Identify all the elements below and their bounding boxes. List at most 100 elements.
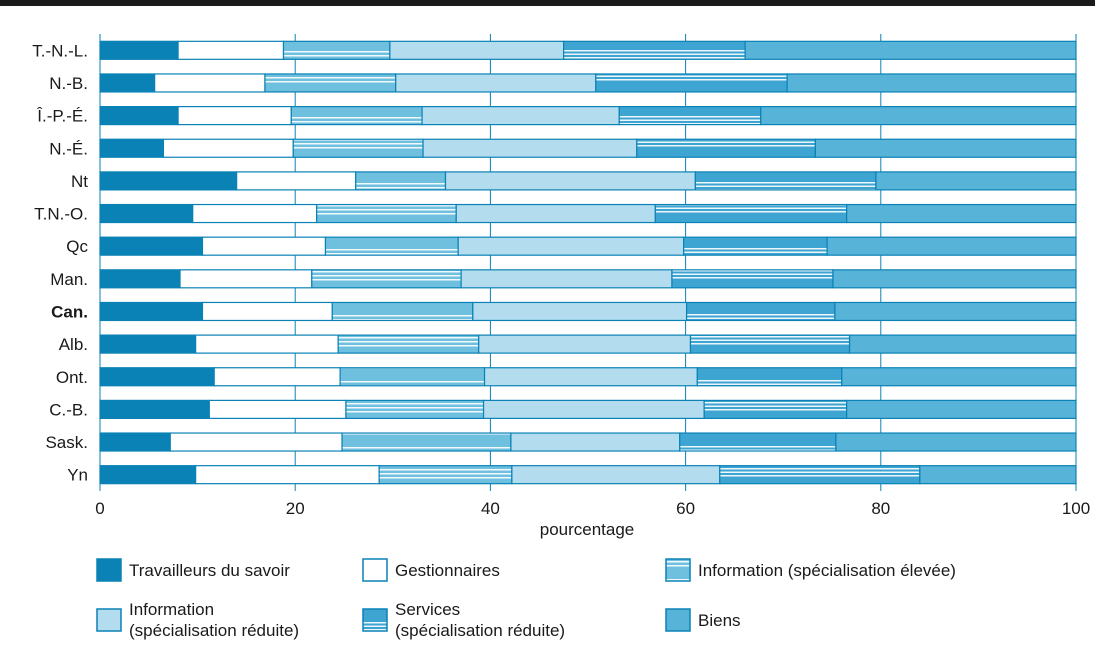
legend-swatch (96, 558, 122, 582)
category-label: Qc (66, 237, 88, 256)
bar-segment (671, 269, 834, 289)
bar-segment (389, 40, 565, 60)
bar-segment (99, 203, 194, 224)
x-tick-label: 100 (1062, 499, 1090, 518)
bar-segment (694, 171, 877, 191)
bar-segment (99, 138, 165, 158)
bar-segment (339, 367, 486, 387)
x-tick-label: 60 (676, 499, 695, 518)
legend-label: Information (129, 600, 214, 619)
legend-label: Biens (698, 611, 741, 630)
category-label: C.-B. (49, 400, 88, 419)
bar-segment (460, 269, 673, 289)
bar-segment (703, 399, 848, 419)
bar-segment (478, 334, 692, 354)
bar-segment (169, 432, 343, 452)
category-label: Sask. (45, 433, 88, 452)
legend-label: Information (spécialisation élevée) (698, 561, 956, 580)
bar-segment (208, 399, 347, 419)
legend: Travailleurs du savoir Gestionnaires Infor… (96, 558, 956, 640)
legend-swatch (665, 558, 691, 582)
category-label: Can. (51, 302, 88, 321)
bar-segment (875, 171, 1077, 191)
bar-segment (683, 236, 828, 256)
category-label: Ont. (56, 368, 88, 387)
bar-segment (99, 269, 181, 289)
bar-segment (192, 203, 318, 224)
bar-segment (324, 236, 459, 256)
legend-label: (spécialisation réduite) (129, 621, 299, 640)
legend-swatch (96, 608, 122, 632)
bar-segment (841, 367, 1077, 387)
x-tick-labels: 0 20 40 60 80 100 (95, 499, 1090, 518)
bar-segment (201, 301, 333, 322)
bar-segment (311, 269, 462, 289)
bar-segment (457, 236, 685, 256)
bar-segment (99, 432, 171, 452)
bar-segment (99, 40, 179, 60)
bar-segment (760, 106, 1077, 126)
bar-segment (395, 73, 597, 93)
bar-segment (99, 171, 238, 191)
bar-segment (201, 236, 327, 256)
legend-label: Services (395, 600, 460, 619)
bar-segment (264, 73, 397, 93)
bar-segment (846, 203, 1077, 224)
bar-segment (846, 399, 1077, 419)
bar-segment (689, 334, 851, 354)
bar-segment (337, 334, 480, 354)
bar-segment (378, 465, 513, 485)
bar-segment (685, 301, 836, 322)
legend-swatch (665, 608, 691, 632)
bar-segment (636, 138, 817, 158)
bar-segment (179, 269, 313, 289)
bar-segment (719, 465, 921, 485)
x-tick-label: 80 (871, 499, 890, 518)
bar-segment (290, 106, 423, 126)
category-label: Man. (50, 270, 88, 289)
bar-segment (331, 301, 474, 322)
category-label: Nt (71, 172, 88, 191)
bar-segment (355, 171, 447, 191)
category-label: T.N.-O. (34, 205, 88, 224)
category-label: N.-B. (49, 74, 88, 93)
x-tick-label: 0 (95, 499, 104, 518)
bar-segment (236, 171, 357, 191)
category-labels: T.-N.-L. N.-B. Î.-P.-É. N.-É. Nt T.N.-O. Qc Man… (32, 41, 88, 484)
bar-segment (422, 138, 638, 158)
bar-segment (919, 465, 1077, 485)
bar-segment (510, 432, 681, 452)
x-tick-label: 40 (481, 499, 500, 518)
bar-segment (595, 73, 788, 93)
bar-segment (482, 399, 705, 419)
bar-segment (282, 40, 391, 60)
bar-segment (696, 367, 843, 387)
bar-segment (195, 465, 380, 485)
bar-segment (679, 432, 837, 452)
legend-swatch (362, 558, 388, 582)
bar-segment (316, 203, 457, 224)
bar-segment (99, 465, 197, 485)
bar-segment (162, 138, 294, 158)
bar-segment (848, 334, 1077, 354)
bar-segment (177, 106, 292, 126)
bars-layer (99, 40, 1077, 485)
category-label: N.-É. (49, 139, 88, 158)
bar-segment (562, 40, 746, 60)
bar-segment (213, 367, 341, 387)
bar-segment (455, 203, 656, 224)
bar-segment (744, 40, 1077, 60)
bar-segment (421, 106, 620, 126)
bar-segment (472, 301, 688, 322)
legend-label: Gestionnaires (395, 561, 500, 580)
category-label: T.-N.-L. (32, 41, 88, 60)
bar-segment (195, 334, 339, 354)
bar-segment (618, 106, 762, 126)
bar-segment (511, 465, 721, 485)
bar-segment (99, 106, 179, 126)
bar-segment (99, 399, 210, 419)
category-label: Î.-P.-É. (36, 107, 88, 126)
category-label: Alb. (59, 335, 88, 354)
